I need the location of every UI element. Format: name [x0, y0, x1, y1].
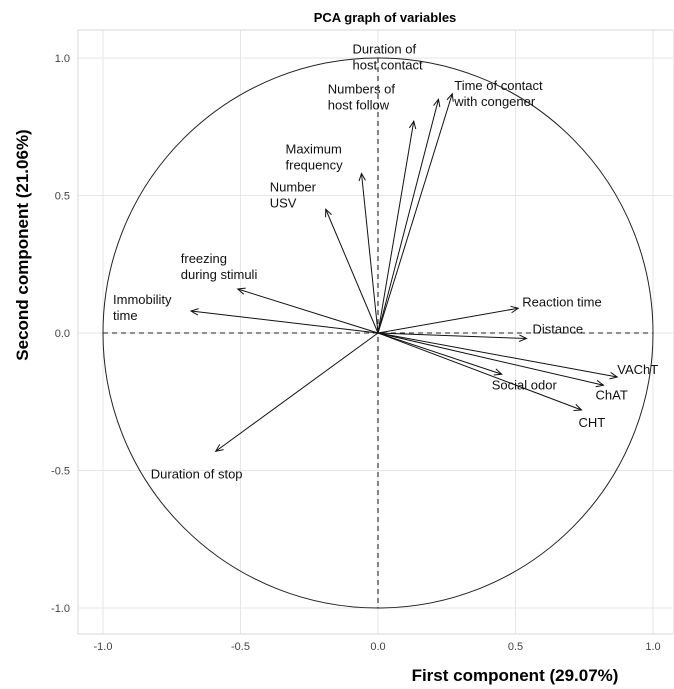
variable-label-line: VAChT: [617, 362, 658, 377]
vector-arrowhead: [446, 92, 454, 102]
x-tick-label: 0.5: [508, 641, 523, 653]
variable-label-line: Maximum: [286, 142, 342, 157]
x-tick-label: 0.0: [370, 641, 385, 653]
variable-label: Duration of stop: [151, 466, 243, 481]
vector-arrowhead: [595, 380, 605, 388]
variable-label-line: Number: [270, 179, 317, 194]
vector-line: [237, 288, 379, 334]
x-tick-label: -0.5: [231, 641, 250, 653]
y-tick-label: 0.5: [55, 191, 70, 203]
variable-label-line: CHT: [579, 415, 606, 430]
variable-label-line: ChAT: [596, 387, 628, 402]
variable-label-line: time: [113, 308, 138, 323]
variable-label: Numbers of host follow: [328, 81, 396, 112]
vector-arrowhead: [358, 172, 366, 182]
vector-arrowhead: [236, 287, 246, 295]
vector-line: [377, 332, 618, 378]
vector-line: [377, 121, 415, 334]
variable-label-line: USV: [270, 195, 297, 210]
y-tick-label: 1.0: [55, 53, 70, 65]
vector-line: [190, 310, 379, 334]
vector-line: [377, 332, 527, 339]
x-axis-title: First component (29.07%): [412, 666, 619, 685]
variable-label-line: host contact: [353, 57, 423, 72]
vector-arrowhead: [325, 208, 332, 218]
vector-line: [377, 99, 439, 334]
variable-label-line: during stimuli: [181, 267, 258, 282]
vector-line: [377, 332, 604, 386]
vector-line: [215, 332, 379, 452]
vector-arrowhead: [609, 372, 619, 380]
vector-arrowhead: [189, 308, 199, 316]
variable-label-line: Duration of stop: [151, 466, 243, 481]
variable-label: ChAT: [596, 387, 628, 402]
vector-arrowhead: [433, 98, 441, 108]
vector-line: [377, 307, 519, 334]
vector-line: [377, 332, 582, 411]
vector-line: [361, 173, 379, 334]
variable-label: Time of contact with congener: [453, 78, 543, 109]
vector-line: [377, 93, 453, 334]
variable-label: CHT: [579, 415, 606, 430]
variable-label: Duration of host contact: [353, 41, 423, 72]
x-tick-label: -1.0: [94, 641, 113, 653]
variable-label-line: Reaction time: [522, 294, 601, 309]
variable-label: Social odor: [492, 377, 558, 392]
y-tick-label: -0.5: [51, 466, 70, 478]
vector-line: [325, 209, 379, 334]
variable-label: VAChT: [617, 362, 658, 377]
vector-arrowhead: [510, 305, 520, 314]
y-axis-title: Second component (21.06%): [13, 129, 32, 360]
variable-label-line: Distance: [533, 322, 584, 337]
y-tick-label: 0.0: [55, 328, 70, 340]
variable-label: freezing during stimuli: [181, 251, 258, 282]
vector-arrowhead: [573, 404, 583, 411]
vector-arrowhead: [214, 444, 224, 452]
variable-label: Reaction time: [522, 294, 601, 309]
variable-label-line: with congener: [453, 94, 536, 109]
variable-label-layer: Duration of host contact Time of contact wi…: [113, 41, 658, 481]
variable-label-line: freezing: [181, 251, 227, 266]
variable-label: Distance: [533, 322, 584, 337]
variable-label-line: frequency: [286, 158, 344, 173]
variable-label-line: Immobility: [113, 292, 172, 307]
x-tick-label: 1.0: [645, 641, 660, 653]
vector-arrowhead: [493, 368, 503, 376]
variable-label: Maximum frequency: [286, 142, 344, 173]
variable-label-line: Numbers of: [328, 81, 396, 96]
vector-arrowhead: [408, 120, 417, 130]
vector-layer: [189, 92, 619, 452]
chart-title: PCA graph of variables: [314, 10, 457, 25]
variable-label: Immobility time: [113, 292, 172, 323]
vector-arrowhead: [518, 334, 528, 342]
vector-line: [377, 332, 502, 375]
variable-label-line: host follow: [328, 97, 390, 112]
y-tick-label: -1.0: [51, 603, 70, 615]
tick-layer: -1.0 -0.5 0.0 0.5 1.0 1.0 0.5 0.0 -0.5 -1.0: [51, 53, 661, 653]
variable-label-line: Time of contact: [454, 78, 543, 93]
variable-label: Number USV: [270, 179, 317, 210]
variable-label-line: Duration of: [353, 41, 417, 56]
variable-label-line: Social odor: [492, 377, 558, 392]
